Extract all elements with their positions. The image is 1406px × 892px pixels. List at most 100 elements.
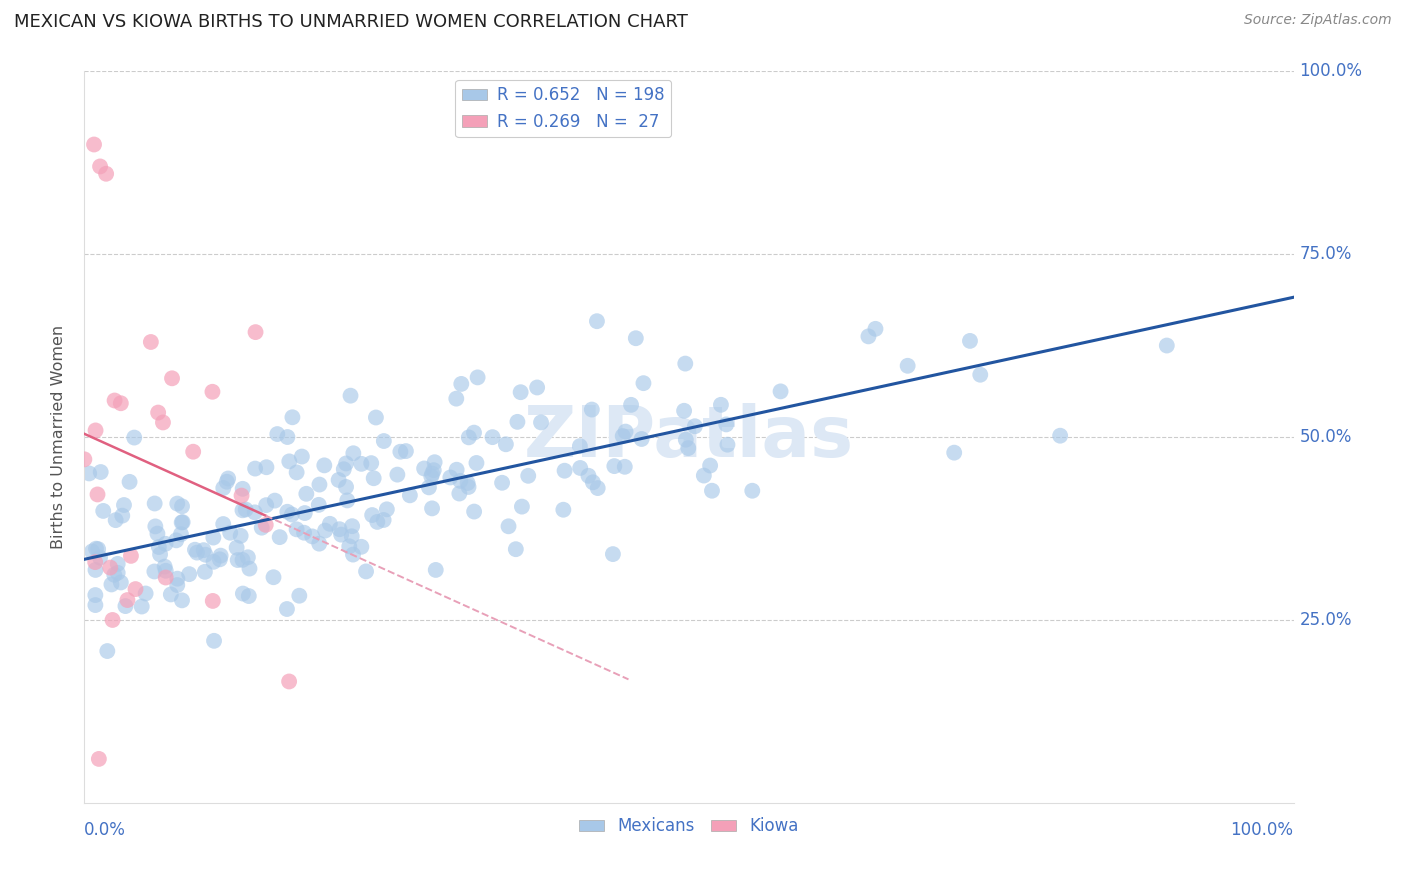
Point — [104, 513, 127, 527]
Point — [172, 515, 194, 529]
Point — [336, 493, 359, 508]
Point — [202, 531, 225, 545]
Point — [238, 561, 260, 575]
Point — [219, 525, 242, 540]
Point — [333, 462, 356, 476]
Text: 50.0%: 50.0% — [1299, 428, 1353, 446]
Point — [673, 357, 696, 371]
Point — [505, 542, 527, 557]
Point — [319, 516, 342, 531]
Point — [295, 487, 318, 501]
Point — [155, 570, 177, 584]
Point — [1156, 338, 1178, 352]
Point — [143, 496, 166, 510]
Point — [276, 505, 298, 519]
Point — [554, 464, 576, 478]
Point — [110, 396, 132, 410]
Point — [288, 589, 311, 603]
Point — [582, 475, 605, 490]
Point — [143, 519, 166, 533]
Point — [153, 559, 176, 574]
Point — [363, 471, 385, 485]
Point — [263, 493, 285, 508]
Point — [84, 563, 107, 577]
Point — [201, 594, 224, 608]
Point — [897, 359, 920, 373]
Point — [83, 137, 105, 152]
Point — [170, 527, 193, 541]
Point — [399, 488, 422, 502]
Point — [678, 441, 700, 455]
Point — [683, 419, 706, 434]
Point — [624, 331, 647, 345]
Point — [1049, 428, 1071, 442]
Point — [387, 467, 409, 482]
Point — [342, 446, 364, 460]
Point — [149, 548, 172, 562]
Point — [146, 526, 169, 541]
Text: ZIPatlas: ZIPatlas — [524, 402, 853, 472]
Point — [858, 329, 880, 343]
Point — [212, 516, 235, 531]
Point — [170, 500, 193, 514]
Point — [360, 456, 382, 470]
Point — [463, 425, 485, 440]
Point — [84, 555, 107, 569]
Text: 100.0%: 100.0% — [1230, 821, 1294, 839]
Point — [457, 476, 479, 491]
Point — [254, 498, 277, 512]
Point — [225, 541, 247, 555]
Point — [212, 481, 235, 495]
Point — [420, 467, 443, 481]
Point — [354, 565, 377, 579]
Point — [373, 513, 395, 527]
Point — [112, 498, 135, 512]
Point — [96, 644, 118, 658]
Point — [118, 475, 141, 489]
Point — [87, 752, 110, 766]
Point — [389, 444, 412, 458]
Point — [335, 457, 357, 471]
Point — [114, 599, 136, 613]
Point — [308, 477, 330, 491]
Point — [165, 533, 187, 548]
Point — [350, 457, 373, 471]
Point — [269, 530, 291, 544]
Point — [100, 577, 122, 591]
Point — [420, 501, 443, 516]
Point — [124, 582, 146, 596]
Point — [107, 566, 129, 580]
Point — [89, 160, 111, 174]
Point — [865, 322, 887, 336]
Point — [86, 487, 108, 501]
Point — [231, 503, 253, 517]
Point — [202, 633, 225, 648]
Point — [179, 567, 201, 582]
Point — [509, 385, 531, 400]
Point — [232, 586, 254, 600]
Point — [155, 564, 177, 578]
Point — [339, 389, 361, 403]
Point — [710, 398, 733, 412]
Point — [276, 602, 298, 616]
Point — [254, 517, 277, 532]
Point — [232, 482, 254, 496]
Point — [245, 325, 267, 339]
Point — [256, 460, 278, 475]
Point — [285, 466, 308, 480]
Point — [73, 452, 96, 467]
Point — [463, 505, 485, 519]
Point — [208, 552, 231, 566]
Legend: Mexicans, Kiowa: Mexicans, Kiowa — [572, 811, 806, 842]
Point — [263, 570, 285, 584]
Point — [170, 593, 193, 607]
Point — [170, 516, 193, 530]
Point — [285, 522, 308, 536]
Point — [209, 549, 232, 563]
Text: MEXICAN VS KIOWA BIRTHS TO UNMARRIED WOMEN CORRELATION CHART: MEXICAN VS KIOWA BIRTHS TO UNMARRIED WOM… — [14, 13, 688, 31]
Point — [314, 524, 336, 538]
Point — [160, 587, 183, 601]
Point — [90, 465, 112, 479]
Point — [328, 473, 350, 487]
Text: Source: ZipAtlas.com: Source: ZipAtlas.com — [1244, 13, 1392, 28]
